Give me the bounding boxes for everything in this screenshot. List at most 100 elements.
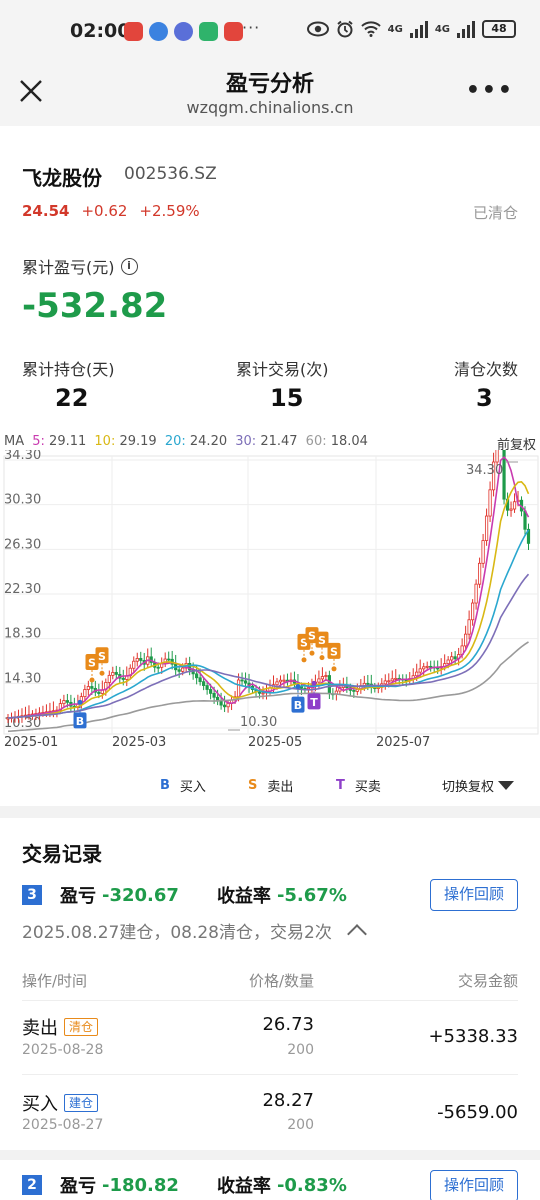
legend-buy-label: 买入 <box>179 780 206 795</box>
app-notification-icon <box>224 22 243 41</box>
trade-qty: 200 <box>287 1117 314 1133</box>
ma10-value: 29.19 <box>119 434 157 449</box>
marker-dot <box>319 655 325 661</box>
candle-body <box>484 515 489 541</box>
candle-body <box>491 461 496 491</box>
candle-body <box>282 679 286 682</box>
ma-line <box>7 573 530 719</box>
x-tick-label: 2025-03 <box>112 735 166 750</box>
round-pnl-label: 盈亏 <box>60 886 96 907</box>
y-tick-label: 26.30 <box>4 537 41 552</box>
x-tick-label: 2025-01 <box>4 735 58 750</box>
candle-body <box>65 700 69 703</box>
trade-marker-letter: S <box>330 645 338 658</box>
more-notifications-icon: ··· <box>242 18 261 37</box>
candle-body <box>278 679 283 683</box>
ma60: 60: 18.04 <box>306 434 368 449</box>
round-rate-label: 收益率 <box>216 1176 271 1197</box>
trade-price: 26.73 <box>262 1014 314 1035</box>
candle-body <box>181 667 185 672</box>
legend-both: T 买卖 <box>336 776 381 795</box>
trade-marker-letter: T <box>310 696 318 709</box>
y-tick-label: 22.30 <box>4 582 41 597</box>
candle-body <box>243 680 248 684</box>
trade-action-text: 买入 <box>22 1094 58 1115</box>
candle-body <box>156 666 160 669</box>
stock-price: 24.54 <box>22 202 70 220</box>
round-pnl-value: -180.82 <box>102 1174 179 1196</box>
candle-body <box>509 508 513 511</box>
trade-price: 28.27 <box>262 1090 314 1111</box>
candle-body <box>390 678 394 682</box>
candle-body <box>436 667 440 670</box>
wallet-icon <box>199 22 218 41</box>
trade-marker-badge <box>73 712 87 729</box>
marker-dot <box>77 699 83 705</box>
candle-body <box>450 656 454 661</box>
legend-buy: B 买入 <box>160 776 206 795</box>
trade-marker-badge <box>95 647 109 664</box>
legend-both-key: T <box>336 778 345 793</box>
candle-body <box>394 677 398 680</box>
trade-marker-badge <box>291 696 305 713</box>
candle-body <box>97 691 101 694</box>
review-button[interactable]: 操作回顾 <box>430 1170 518 1200</box>
trade-marker-badge <box>305 627 319 644</box>
review-button[interactable]: 操作回顾 <box>430 879 518 911</box>
candle-body <box>135 658 139 662</box>
switch-adjust-button[interactable]: 切换复权 <box>442 776 514 795</box>
browser-icon <box>149 22 168 41</box>
candle-body <box>471 602 475 621</box>
round-header: 2 盈亏 -180.82 收益率 -0.83% <box>22 1172 347 1198</box>
ma20-key: 20: <box>164 434 186 449</box>
price-change: +0.62 <box>81 202 128 220</box>
holding-days-label: 累计持仓(天) <box>22 360 115 379</box>
legend-sell-label: 卖出 <box>267 780 294 795</box>
x-tick-label: 2025-05 <box>248 735 302 750</box>
clear-count-label: 清仓次数 <box>453 360 518 379</box>
candle-body <box>481 540 485 564</box>
candle-body <box>188 662 192 671</box>
app-notification-icon <box>124 22 143 41</box>
candle-body <box>320 676 325 680</box>
round-description-text: 2025.08.27建仓，08.28清仓，交易2次 <box>22 923 332 943</box>
candle-body <box>167 658 171 661</box>
trade-marker-letter: S <box>300 636 308 649</box>
cumulative-pnl-value: -532.82 <box>22 286 168 326</box>
candle-body <box>107 674 111 683</box>
trade-tag: 清仓 <box>64 1018 99 1036</box>
more-menu-button[interactable]: ••• <box>465 78 514 103</box>
ma60-key: 60: <box>305 434 327 449</box>
round-description[interactable]: 2025.08.27建仓，08.28清仓，交易2次 <box>22 918 367 944</box>
close-icon[interactable] <box>18 78 44 104</box>
ma-line <box>7 480 530 719</box>
ma60-value: 18.04 <box>330 434 368 449</box>
candle-body <box>114 672 118 675</box>
page-url: wzqgm.chinalions.cn <box>186 98 354 117</box>
signal-icon <box>409 20 428 38</box>
candle-body <box>418 668 422 673</box>
ma30-value: 21.47 <box>260 434 298 449</box>
trade-round-2: 2 盈亏 -180.82 收益率 -0.83% 操作回顾 <box>0 1160 540 1200</box>
music-icon <box>174 22 193 41</box>
column-op-time: 操作/时间 <box>22 972 88 990</box>
trade-marker-letter: S <box>98 650 106 663</box>
info-icon[interactable]: i <box>120 257 138 275</box>
candle-body <box>261 692 265 695</box>
y-tick-label: 14.30 <box>4 671 41 686</box>
candle-body <box>366 682 370 685</box>
ma10: 10: 29.19 <box>94 434 156 449</box>
candle-body <box>425 665 429 668</box>
alarm-icon <box>337 20 353 38</box>
candle-body <box>306 687 311 690</box>
candle-body <box>495 450 499 463</box>
min-price-label: 10.30 <box>240 715 277 730</box>
trade-action: 卖出 清仓 <box>22 1014 99 1040</box>
kline-chart[interactable]: 34.30 30.30 26.30 22.30 18.30 14.30 10.30 2025-… <box>0 450 540 750</box>
round-pnl-label: 盈亏 <box>60 1176 96 1197</box>
candle-body <box>477 562 482 585</box>
trade-marker-badge <box>85 653 99 670</box>
ma-prefix: MA <box>4 434 25 449</box>
max-price-label: 34.30 <box>466 463 503 478</box>
signal-icon <box>457 20 475 38</box>
